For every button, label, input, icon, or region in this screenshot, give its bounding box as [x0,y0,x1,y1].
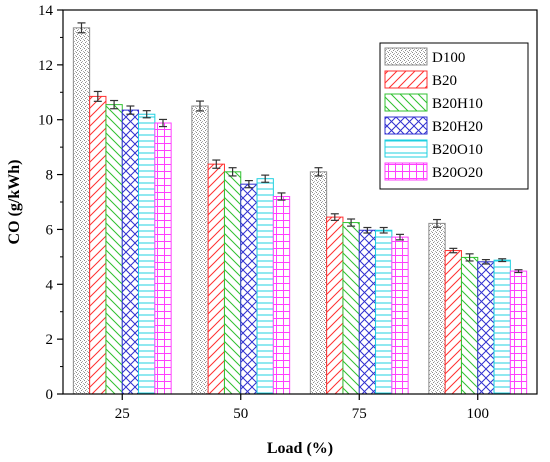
legend-item-b20h10: B20H10 [384,93,483,112]
x-tick-label-50: 50 [233,406,248,422]
error-bar-b20h20-100 [481,259,490,265]
x-tick-label-75: 75 [352,406,367,422]
bars-group [72,27,528,395]
legend-item-b20o20: B20O20 [384,162,483,181]
bar-d100-75 [309,171,328,395]
legend-swatch-b20 [384,70,428,89]
y-tick-label-10: 10 [38,113,53,129]
bar-b20-75 [326,216,344,395]
legend-item-b20o10: B20O10 [384,139,483,158]
legend-item-b20h20: B20H20 [384,116,483,135]
error-bar-b20o10-100 [498,258,507,263]
error-bar-b20h10-75 [347,218,356,227]
legend-item-b20: B20 [384,70,457,89]
bar-b20h20-50 [240,183,258,395]
legend-item-d100: D100 [384,47,465,66]
bar-b20o10-100 [493,259,511,395]
error-bar-b20o20-100 [514,269,523,274]
error-bar-b20o20-50 [277,192,286,201]
error-bar-b20o20-25 [159,118,167,128]
bar-b20h20-100 [477,261,495,395]
error-bar-d100-50 [196,100,204,112]
x-axis: 25 50 75 100 [115,394,489,422]
legend-label-b20h20: B20H20 [432,119,483,135]
legend-label-b20h10: B20H10 [432,96,483,112]
bar-b20-25 [89,95,107,395]
bar-b20h20-25 [121,109,140,395]
error-bar-b20o20-75 [396,233,404,241]
legend-label-b20o20: B20O20 [432,165,483,181]
error-bars-group [77,22,523,274]
bar-b20-100 [444,250,462,395]
error-bar-b20h10-50 [228,167,237,177]
bar-b20h20-75 [358,229,377,395]
error-bar-b20o10-75 [379,226,388,234]
bar-b20-50 [207,163,225,395]
bar-b20o20-100 [509,270,528,395]
y-tick-label-14: 14 [38,3,54,19]
error-bar-b20-100 [449,247,458,254]
x-axis-title: Load (%) [267,440,333,457]
y-tick-label-6: 6 [46,222,54,238]
legend-swatch-b20h20 [384,116,428,135]
legend-label-d100: D100 [432,50,465,66]
error-bar-b20-50 [212,159,221,169]
bar-b20h10-25 [105,104,123,395]
legend-swatch-d100 [384,47,428,66]
bar-b20h10-75 [342,222,360,395]
y-tick-label-12: 12 [38,58,53,74]
error-bar-b20h10-100 [465,253,474,262]
error-bar-b20h20-75 [363,226,372,234]
x-tick-label-100: 100 [467,406,490,422]
bar-b20o20-50 [272,196,291,395]
legend-label-b20o10: B20O10 [432,142,483,158]
error-bar-b20o10-25 [142,110,151,119]
x-tick-label-25: 25 [115,406,130,422]
y-tick-label-4: 4 [46,277,54,293]
bar-b20o20-25 [154,122,172,395]
error-bar-d100-75 [314,167,323,177]
bar-d100-25 [72,27,91,395]
error-bar-b20-25 [93,90,102,102]
bar-b20o10-75 [375,229,393,395]
legend: D100 B20 B20H10 B20H20 B20O10 B20O20 [379,42,529,190]
y-axis: 0 2 4 6 8 10 12 14 [38,3,63,403]
bar-b20o10-50 [256,178,274,395]
legend-swatch-b20o10 [384,139,428,158]
error-bar-d100-100 [433,218,441,228]
y-tick-label-0: 0 [46,387,54,403]
legend-swatch-b20h10 [384,93,428,112]
bar-d100-50 [191,105,209,395]
error-bar-b20h10-25 [110,99,119,110]
bar-b20o10-25 [138,113,156,395]
bar-b20h10-100 [460,256,479,395]
bar-b20o20-75 [391,236,409,395]
error-bar-b20o10-50 [261,174,270,183]
bar-d100-100 [428,222,446,395]
legend-label-b20: B20 [432,73,457,89]
error-bar-b20h20-25 [126,105,135,115]
legend-swatch-b20o20 [384,162,428,181]
y-tick-label-8: 8 [46,168,54,184]
error-bar-d100-25 [77,22,86,34]
y-tick-label-2: 2 [46,332,54,348]
bar-b20h10-50 [223,171,242,395]
error-bar-b20h20-50 [244,180,253,189]
y-axis-title: CO (g/kWh) [6,160,23,245]
error-bar-b20-75 [330,213,339,221]
